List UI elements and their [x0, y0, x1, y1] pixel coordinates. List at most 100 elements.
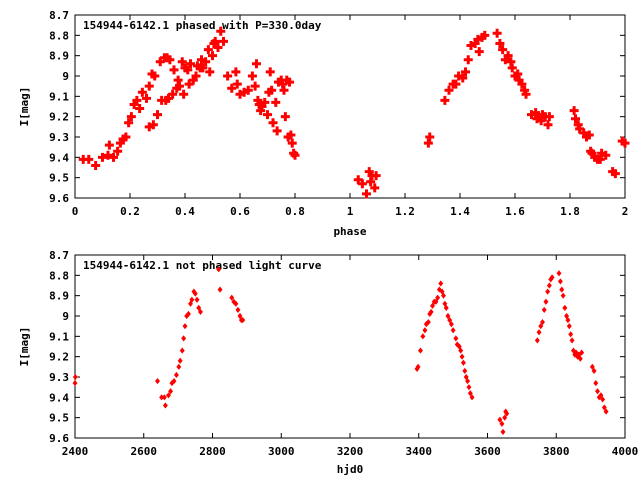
data-point: [164, 93, 173, 103]
data-point: [415, 363, 421, 370]
y-tick-label: 8.8: [49, 269, 69, 282]
data-point: [171, 377, 177, 385]
data-point: [441, 292, 446, 299]
x-tick-label: 3200: [337, 445, 364, 458]
data-point: [252, 59, 261, 69]
data-point: [568, 331, 574, 338]
data-point: [189, 296, 195, 303]
data-point: [155, 377, 160, 385]
data-point: [418, 347, 423, 354]
x-tick-label: 1.4: [450, 205, 470, 218]
unphased-light-curve-panel: 2400 2600 2800 3000 3200 3400 3600 3800 4000 8.7 8…: [18, 249, 638, 476]
data-point: [213, 43, 223, 53]
data-point: [543, 298, 549, 305]
data-point: [591, 367, 597, 374]
y-tick-label: 8.7: [49, 9, 69, 22]
data-point: [559, 286, 565, 293]
data-point: [465, 377, 471, 385]
y-tick-label: 9.3: [49, 371, 69, 384]
y-tick-label: 9.4: [49, 391, 69, 404]
data-point: [564, 312, 570, 320]
data-point: [517, 79, 527, 89]
data-point: [600, 396, 606, 403]
data-point: [162, 402, 168, 409]
x-tick-label: 3600: [474, 445, 501, 458]
data-point: [448, 321, 454, 328]
x-tick-label: 1.2: [395, 205, 415, 218]
data-point: [569, 106, 579, 116]
y-axis-label: I[mag]: [18, 327, 31, 367]
data-point: [440, 95, 450, 105]
y-tick-label: 9.1: [49, 330, 69, 343]
y-tick-label: 9: [62, 310, 69, 323]
data-point: [603, 408, 609, 415]
x-tick-label: 1.6: [505, 205, 525, 218]
phased-light-curve-panel: 0 0.2 0.4 0.6 0.8 1 1.2 1.4 1.6 1.8 2 8.7 8.8 8.9 9 9.1…: [18, 9, 630, 238]
data-point: [521, 89, 531, 99]
data-point: [196, 304, 202, 311]
data-point: [598, 392, 604, 399]
y-tick-label: 9.6: [49, 192, 69, 205]
data-point: [545, 288, 551, 295]
data-point: [463, 373, 469, 381]
data-point: [201, 57, 211, 67]
data-point: [433, 298, 439, 305]
data-point: [571, 114, 580, 124]
data-point: [610, 169, 620, 179]
y-tick-label: 8.9: [49, 50, 69, 63]
data-point: [495, 38, 505, 48]
data-point: [233, 300, 239, 307]
data-point: [500, 428, 506, 435]
data-point: [466, 384, 472, 391]
data-point: [84, 154, 94, 164]
data-point: [560, 292, 566, 299]
data-point: [549, 274, 555, 281]
data-point: [565, 316, 571, 324]
data-point: [362, 189, 371, 199]
data-point: [507, 63, 517, 73]
data-point: [229, 294, 235, 301]
data-point: [185, 310, 191, 318]
data-point: [492, 28, 502, 38]
data-point: [453, 335, 459, 342]
data-point: [219, 36, 228, 46]
data-point: [541, 306, 547, 313]
data-point: [451, 79, 461, 89]
data-point: [227, 83, 237, 93]
data-point: [436, 286, 442, 293]
data-point: [179, 347, 185, 354]
data-point: [98, 152, 107, 162]
data-point: [126, 112, 136, 122]
data-point: [285, 77, 294, 87]
x-tick-label: 2: [622, 205, 629, 218]
data-point: [463, 55, 473, 65]
x-tick-label: 3000: [268, 445, 295, 458]
data-point: [237, 312, 243, 320]
data-point: [240, 316, 246, 324]
data-point: [601, 404, 607, 411]
data-point: [562, 304, 568, 311]
data-point: [425, 132, 435, 142]
data-point: [462, 367, 468, 374]
data-point: [216, 26, 226, 36]
data-point: [499, 420, 505, 427]
x-tick-label: 1.8: [560, 205, 580, 218]
x-tick-label: 1: [347, 205, 354, 218]
data-point: [460, 359, 466, 366]
data-point: [536, 329, 542, 336]
data-point: [161, 394, 167, 401]
x-tick-label: 0.2: [120, 205, 140, 218]
data-point: [184, 79, 194, 89]
data-point: [260, 97, 270, 107]
data-point: [435, 294, 441, 301]
data-point: [353, 175, 363, 185]
data-point: [272, 126, 282, 136]
data-point: [148, 120, 158, 130]
data-point: [188, 300, 193, 307]
data-point: [231, 67, 241, 77]
x-tick-label: 2800: [199, 445, 226, 458]
data-point: [203, 45, 213, 55]
data-point: [216, 266, 222, 273]
data-point: [243, 85, 253, 95]
data-point: [205, 67, 215, 77]
